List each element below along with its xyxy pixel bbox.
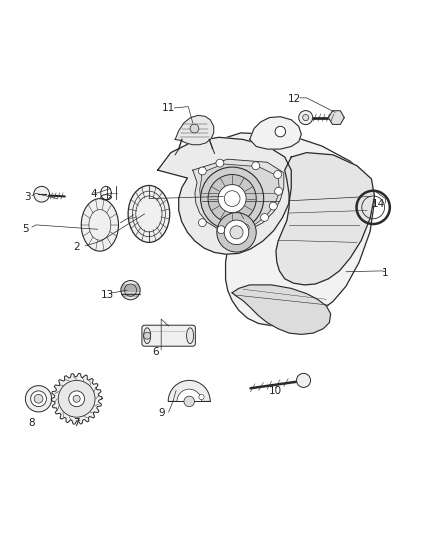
Circle shape	[299, 110, 313, 125]
Text: 7: 7	[73, 418, 80, 429]
Polygon shape	[51, 374, 102, 424]
Circle shape	[184, 396, 194, 407]
Ellipse shape	[187, 328, 194, 344]
Text: 9: 9	[159, 408, 166, 418]
Polygon shape	[232, 285, 331, 334]
Circle shape	[275, 187, 283, 195]
Text: 4: 4	[91, 189, 98, 199]
Text: 13: 13	[101, 290, 114, 300]
Circle shape	[224, 191, 240, 206]
Circle shape	[144, 332, 151, 339]
Wedge shape	[168, 381, 210, 401]
Circle shape	[199, 394, 204, 400]
Wedge shape	[177, 389, 201, 401]
Circle shape	[58, 381, 95, 417]
Polygon shape	[175, 115, 214, 145]
Circle shape	[224, 220, 249, 245]
FancyBboxPatch shape	[142, 325, 195, 346]
Polygon shape	[328, 111, 344, 124]
Circle shape	[34, 187, 49, 202]
Circle shape	[218, 184, 246, 213]
Circle shape	[217, 213, 256, 252]
Polygon shape	[200, 164, 279, 230]
Circle shape	[124, 284, 137, 296]
Text: 10: 10	[268, 386, 282, 397]
Text: 3: 3	[24, 192, 31, 203]
Circle shape	[25, 386, 52, 412]
Circle shape	[303, 115, 309, 120]
Circle shape	[190, 124, 199, 133]
Text: 1: 1	[382, 268, 389, 278]
Polygon shape	[193, 159, 284, 232]
Circle shape	[217, 226, 225, 233]
Text: 2: 2	[73, 242, 80, 252]
Circle shape	[297, 374, 311, 387]
Text: 6: 6	[152, 347, 159, 357]
Circle shape	[121, 280, 140, 300]
Text: 14: 14	[372, 199, 385, 209]
Circle shape	[216, 159, 224, 167]
Circle shape	[274, 171, 282, 179]
Circle shape	[275, 126, 286, 137]
Circle shape	[241, 224, 249, 232]
Ellipse shape	[144, 328, 151, 344]
Circle shape	[201, 167, 264, 230]
Circle shape	[31, 391, 46, 407]
Text: 8: 8	[28, 418, 35, 429]
Circle shape	[269, 202, 277, 210]
Text: 11: 11	[162, 103, 175, 113]
Circle shape	[198, 219, 206, 227]
Circle shape	[69, 391, 85, 407]
Circle shape	[208, 174, 256, 223]
Circle shape	[73, 395, 80, 402]
Polygon shape	[276, 152, 374, 285]
Polygon shape	[250, 117, 301, 149]
Text: 12: 12	[288, 94, 301, 104]
Ellipse shape	[81, 199, 118, 251]
Polygon shape	[158, 138, 291, 254]
Polygon shape	[186, 133, 374, 326]
Circle shape	[230, 226, 243, 239]
Text: 5: 5	[22, 224, 29, 235]
Circle shape	[198, 167, 206, 175]
Circle shape	[252, 162, 260, 169]
Circle shape	[34, 394, 43, 403]
Ellipse shape	[128, 185, 170, 243]
Circle shape	[261, 214, 268, 221]
